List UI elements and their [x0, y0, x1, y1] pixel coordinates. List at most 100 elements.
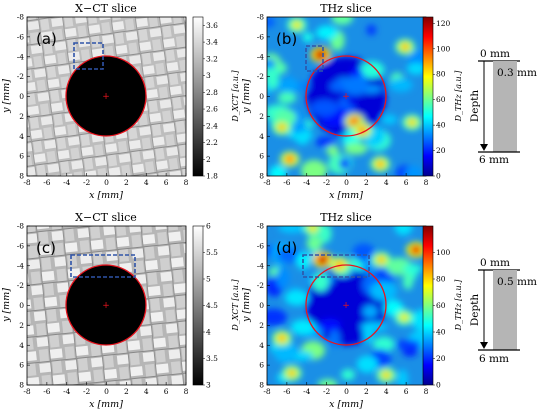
panel-b-colorbar-tick-label: 120	[436, 19, 451, 28]
panel-a-xtick-label: 6	[164, 178, 169, 187]
panel-a-xlabel: x [mm]	[89, 190, 123, 201]
panel-d-patch	[341, 369, 356, 381]
panel-c-ylabel: y [mm]	[1, 288, 12, 323]
panel-d-xtick-label: -6	[283, 387, 291, 396]
panel-d-hotspot	[382, 372, 390, 379]
panel-c-colorbar-ticks: 3 3.5 4 4.5 5 5.5 6	[203, 222, 218, 390]
depth-1-thickness-label: 0.3 mm	[497, 67, 537, 79]
panel-c-xlabel: x [mm]	[89, 399, 123, 410]
panel-c-ytick-label: -4	[17, 261, 25, 270]
panel-a-title: X−CT slice	[75, 2, 137, 15]
panel-d-xtick-label: 8	[424, 387, 429, 396]
panel-a-xtick-label: -2	[83, 178, 91, 187]
depth-1-top-label: 0 mm	[480, 48, 510, 60]
panel-c-ytick-label: 8	[19, 381, 24, 390]
panel-b: THz slice + (b) -8 -6 -4 -2 0 2 4 6 8 -8 -6 -4 -2 0 2…	[241, 2, 463, 201]
panel-a-colorbar-tick-label: 1.8	[206, 172, 218, 181]
panel-c-colorbar-tick-label: 3.5	[206, 354, 218, 363]
panel-a-colorbar-tick-label: 2.4	[206, 121, 218, 130]
panel-d-ytick-label: -2	[257, 281, 265, 290]
panel-d-colorbar-tick-label: 100	[436, 248, 451, 257]
panel-c-ytick-label: 6	[19, 361, 24, 370]
panel-d-ytick-label: 8	[259, 381, 264, 390]
panel-d-colorbar-tick-label: 20	[436, 354, 446, 363]
panel-c-colorbar-tick-label: 5.5	[206, 248, 218, 257]
panel-a-xticks: -8 -6 -4 -2 0 2 4 6 8	[23, 173, 189, 187]
panel-d-colorbar-tick-label: 80	[436, 275, 446, 284]
panel-d-letter: (d)	[276, 239, 297, 257]
panel-d-patch	[319, 226, 332, 244]
panel-d-ytick-label: -8	[257, 222, 265, 231]
panel-b-patch	[342, 76, 369, 96]
panel-b-ytick-label: -4	[257, 52, 265, 61]
panel-d-colorbar-tick-label: 40	[436, 328, 446, 337]
panel-b-ytick-label: 6	[259, 152, 264, 161]
panel-b-colorbar-ticks: 0 20 40 60 80 100 120	[433, 19, 451, 181]
panel-c-colorbar-tick-label: 4	[206, 328, 211, 337]
panel-d-patch	[277, 247, 301, 264]
panel-b-patch	[315, 25, 338, 40]
panel-a-colorbar-ticks: 1.8 2 2.2 2.4 2.6 2.8 3 3.2 3.4 3.6	[203, 21, 218, 181]
panel-b-ytick-label: 2	[259, 112, 264, 121]
panel-a-colorbar-tick-label: 2.2	[206, 138, 218, 147]
panel-d-xlabel: x [mm]	[329, 399, 363, 410]
panel-c-ytick-label: -8	[17, 222, 25, 231]
panel-b-ytick-label: 8	[259, 172, 264, 181]
panel-b-colorbar-tick-label: 100	[436, 44, 451, 53]
panel-d-hotspot	[412, 246, 420, 253]
panel-a-xtick-label: -8	[23, 178, 31, 187]
panel-d-patch	[397, 369, 409, 385]
panel-b-ytick-label: 4	[259, 132, 264, 141]
panel-b-colorbar-tick-label: 80	[436, 70, 446, 79]
panel-a-xtick-label: 8	[184, 178, 189, 187]
panel-d-xtick-label: -8	[263, 387, 271, 396]
panel-c-center-marker: +	[102, 301, 110, 311]
panel-d-patch	[373, 336, 395, 352]
panel-d-patch	[318, 318, 341, 332]
panel-b-xtick-label: 2	[364, 178, 369, 187]
panel-a-colorbar-tick-label: 2	[206, 155, 211, 164]
panel-a-xtick-label: 4	[144, 178, 149, 187]
panel-a-colorbar-tick-label: 3.6	[206, 21, 218, 30]
panel-b-ytick-label: -2	[257, 72, 265, 81]
panel-b-hotspot	[350, 118, 358, 125]
panel-c-circle	[65, 264, 147, 346]
panel-c-xtick-label: 2	[124, 387, 129, 396]
panel-b-hotspot	[401, 43, 409, 50]
panel-b-hotspot	[293, 21, 301, 28]
depth-1-bottom-label: 6 mm	[479, 154, 509, 166]
panel-d-colorbar-tick-label: 60	[436, 301, 446, 310]
panel-d-ytick-label: -4	[257, 261, 265, 270]
panel-b-patch	[406, 62, 426, 75]
panel-b-letter: (b)	[276, 30, 297, 48]
panel-d-ytick-label: 0	[259, 301, 264, 310]
panel-d-xtick-label: -2	[323, 387, 331, 396]
panel-c-xtick-label: 6	[164, 387, 169, 396]
panel-a-ytick-label: 6	[19, 152, 24, 161]
panel-d-ytick-label: 2	[259, 321, 264, 330]
panel-b-patch	[267, 58, 276, 69]
depth-1-thickness-bar	[493, 61, 517, 152]
panel-d-patch	[290, 319, 316, 335]
depth-2-depth-label: Depth	[469, 294, 481, 327]
panel-c-ytick-label: -2	[17, 281, 25, 290]
panel-d-ylabel: y [mm]	[241, 288, 252, 323]
panel-d-hotspot	[319, 256, 327, 263]
panel-a-ytick-label: -6	[17, 32, 25, 41]
panel-c-xtick-label: -8	[23, 387, 31, 396]
panel-c-colorbar-tick-label: 3	[206, 381, 211, 390]
panel-b-xtick-label: -8	[263, 178, 271, 187]
panel-a-colorbar-tick-label: 2.6	[206, 105, 218, 114]
panel-a-highlight-box	[73, 42, 104, 70]
panel-c: X−CT slice + (c) -8 -6 -4 -2 0 2 4 6 8 -8 -6 -4 -2 0…	[1, 211, 240, 410]
panel-d-patch	[395, 339, 421, 350]
panel-c-xtick-label: 4	[144, 387, 149, 396]
panel-c-hole	[66, 265, 146, 345]
panel-d-patch	[278, 226, 306, 234]
panel-a-xtick-label: 0	[104, 178, 109, 187]
panel-c-letter: (c)	[36, 239, 56, 257]
panel-d-hotspot	[377, 256, 385, 263]
panel-b-colorbar-tick-label: 0	[436, 172, 441, 181]
panel-d-colorbar-tick-label: 0	[436, 381, 441, 390]
panel-b-ylabel: y [mm]	[241, 79, 252, 114]
